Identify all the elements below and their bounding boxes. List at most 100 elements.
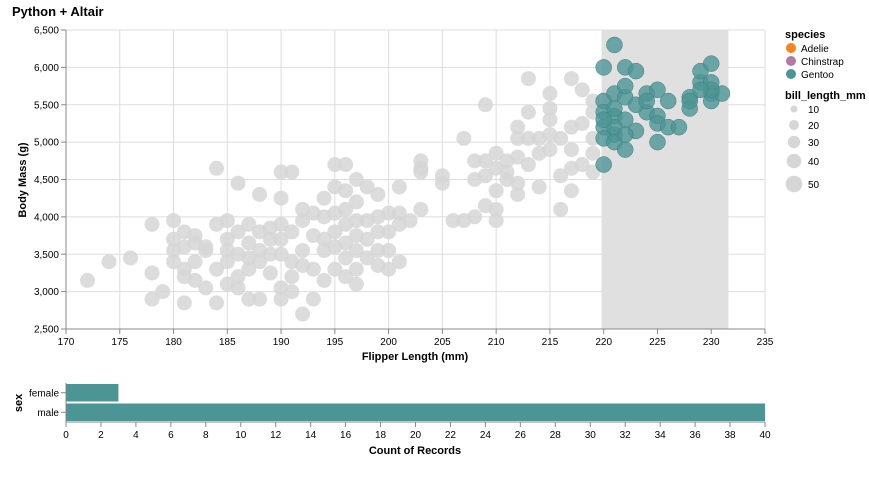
scatter-x-tick-label: 215	[542, 337, 559, 348]
scatter-point-gentoo	[617, 127, 633, 143]
bar-y-axis-title: sex	[13, 393, 25, 412]
scatter-point-unselected	[532, 131, 547, 146]
bar-y-axis: femalemale	[29, 383, 66, 422]
scatter-point-unselected	[123, 250, 138, 265]
scatter-point-unselected	[338, 183, 353, 198]
legend: species AdelieChinstrapGentoo bill_lengt…	[785, 29, 866, 192]
legend-size-swatch	[789, 120, 799, 130]
scatter-point-unselected	[381, 243, 396, 258]
scatter-point-gentoo	[703, 56, 719, 72]
bar-x-tick-label: 12	[270, 430, 282, 441]
scatter-x-tick-label: 195	[327, 337, 344, 348]
legend-size-label: 40	[808, 157, 820, 168]
scatter-point-gentoo	[671, 119, 687, 135]
scatter-point-gentoo	[617, 142, 633, 158]
bar-x-tick-label: 2	[98, 430, 104, 441]
scatter-point-unselected	[381, 262, 396, 277]
scatter-point-unselected	[370, 187, 385, 202]
bar-female[interactable]	[66, 384, 118, 402]
scatter-point-unselected	[295, 307, 310, 322]
scatter-point-unselected	[145, 265, 160, 280]
scatter-x-tick-label: 175	[111, 337, 128, 348]
scatter-x-axis: 170 175 180 185 190 195 200 205 210 215 220 225 230 2…	[58, 329, 774, 348]
bar-male[interactable]	[66, 404, 765, 422]
scatter-point-unselected	[542, 142, 557, 157]
scatter-point-unselected	[155, 284, 170, 299]
bar-x-tick-label: 38	[724, 430, 736, 441]
scatter-point-unselected	[478, 198, 493, 213]
legend-size-swatch	[786, 176, 803, 193]
bar-x-tick-label: 6	[168, 430, 174, 441]
bar-x-tick-label: 36	[690, 430, 702, 441]
scatter-x-tick-label: 210	[488, 337, 505, 348]
scatter-point-unselected	[166, 213, 181, 228]
scatter-point-unselected	[209, 161, 224, 176]
scatter-x-tick-label: 220	[595, 337, 612, 348]
legend-size-swatch	[787, 154, 802, 169]
bar-x-axis: 0 2 4 6 8 10 12 14 16 18 20 22 24 26 28 30 32 34 36 38 40	[63, 422, 771, 441]
scatter-point-unselected	[284, 165, 299, 180]
scatter-point-gentoo	[596, 112, 612, 128]
scatter-point-unselected	[510, 187, 525, 202]
scatter-point-unselected	[489, 183, 504, 198]
scatter-point-unselected	[263, 265, 278, 280]
scatter-y-tick-label: 5,000	[34, 138, 59, 149]
scatter-point-gentoo	[660, 93, 676, 109]
scatter-point-unselected	[542, 112, 557, 127]
scatter-point-unselected	[231, 176, 246, 191]
scatter-point-unselected	[338, 269, 353, 284]
bar-x-tick-label: 30	[585, 430, 597, 441]
scatter-point-gentoo	[596, 157, 612, 173]
scatter-point-unselected	[274, 191, 289, 206]
scatter-point-unselected	[338, 157, 353, 172]
scatter-point-gentoo	[628, 63, 644, 79]
bar-x-tick-label: 18	[375, 430, 387, 441]
scatter-x-tick-label: 185	[219, 337, 236, 348]
scatter-point-unselected	[231, 280, 246, 295]
scatter-plot[interactable]: 170 175 180 185 190 195 200 205 210 215 220 225 230 2…	[17, 26, 774, 364]
scatter-x-tick-label: 235	[757, 337, 774, 348]
scatter-point-unselected	[252, 187, 267, 202]
bar-x-tick-label: 4	[133, 430, 139, 441]
scatter-point-unselected	[392, 179, 407, 194]
bar-category-label: male	[37, 408, 59, 419]
legend-size-swatch	[788, 136, 800, 148]
scatter-y-tick-label: 3,000	[34, 287, 59, 298]
bar-x-tick-label: 28	[550, 430, 562, 441]
legend-color-swatch	[786, 43, 796, 53]
scatter-point-gentoo	[639, 93, 655, 109]
scatter-point-unselected	[198, 280, 213, 295]
bar-x-tick-label: 10	[235, 430, 247, 441]
scatter-y-tick-label: 5,500	[34, 100, 59, 111]
scatter-x-tick-label: 225	[649, 337, 666, 348]
scatter-point-unselected	[295, 243, 310, 258]
scatter-point-unselected	[413, 165, 428, 180]
bar-x-tick-label: 8	[203, 430, 209, 441]
scatter-point-unselected	[188, 254, 203, 269]
scatter-point-unselected	[209, 295, 224, 310]
bar-x-tick-label: 34	[655, 430, 667, 441]
scatter-point-unselected	[521, 105, 536, 120]
scatter-point-unselected	[532, 179, 547, 194]
legend-size-title: bill_length_mm	[785, 90, 866, 102]
scatter-point-unselected	[317, 232, 332, 247]
scatter-point-unselected	[521, 71, 536, 86]
scatter-point-gentoo	[617, 78, 633, 94]
scatter-point-unselected	[575, 82, 590, 97]
bar-x-tick-label: 22	[445, 430, 457, 441]
scatter-point-unselected	[295, 258, 310, 273]
scatter-x-tick-label: 180	[165, 337, 182, 348]
scatter-point-unselected	[553, 202, 568, 217]
scatter-point-unselected	[542, 86, 557, 101]
bar-x-axis-title: Count of Records	[369, 445, 461, 457]
bar-x-tick-label: 26	[515, 430, 527, 441]
scatter-y-tick-label: 4,500	[34, 175, 59, 186]
scatter-point-unselected	[317, 191, 332, 206]
scatter-y-tick-label: 6,000	[34, 63, 59, 74]
legend-color-swatch	[786, 69, 796, 79]
scatter-point-gentoo	[692, 82, 708, 98]
bar-x-tick-label: 32	[620, 430, 632, 441]
scatter-y-axis: 2,500 3,000 3,500 4,000 4,500 5,000 5,500 6,000…	[34, 26, 66, 336]
